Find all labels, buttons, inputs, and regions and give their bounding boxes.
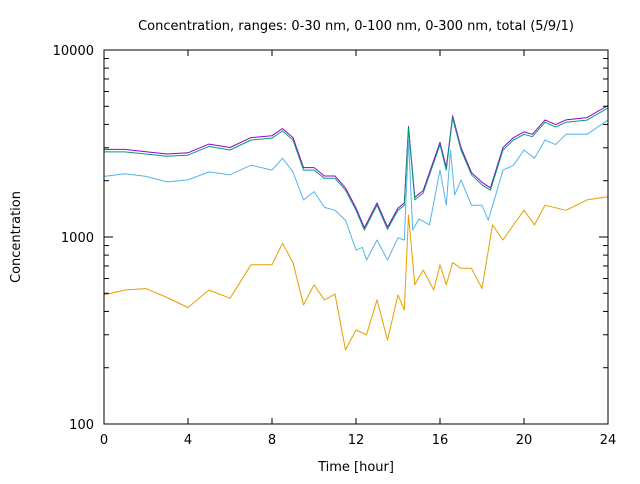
y-tick-label: 100 xyxy=(69,418,94,433)
x-tick-label: 12 xyxy=(348,433,365,448)
ticks-layer: 0 4 8 12 16 20 24 100 1000 10000 xyxy=(53,44,617,448)
x-tick-label: 8 xyxy=(268,433,276,448)
series-line-0-300-nm xyxy=(104,107,609,231)
y-tick-label: 10000 xyxy=(53,44,94,59)
y-tick-label: 1000 xyxy=(61,231,94,246)
series-line-total xyxy=(104,105,609,229)
x-tick-label: 0 xyxy=(100,433,108,448)
series-line-0-100-nm xyxy=(103,119,609,261)
plot-frame xyxy=(103,49,609,425)
x-tick-label: 16 xyxy=(432,433,449,448)
chart-title: Concentration, ranges: 0-30 nm, 0-100 nm… xyxy=(138,19,574,34)
x-tick-label: 24 xyxy=(600,433,617,448)
y-axis-label: Concentration xyxy=(9,191,24,283)
x-tick-label: 4 xyxy=(184,433,192,448)
x-tick-label: 20 xyxy=(516,433,533,448)
series-layer xyxy=(103,105,609,351)
series-line-0-30-nm xyxy=(103,196,609,351)
x-axis-label: Time [hour] xyxy=(317,460,394,475)
